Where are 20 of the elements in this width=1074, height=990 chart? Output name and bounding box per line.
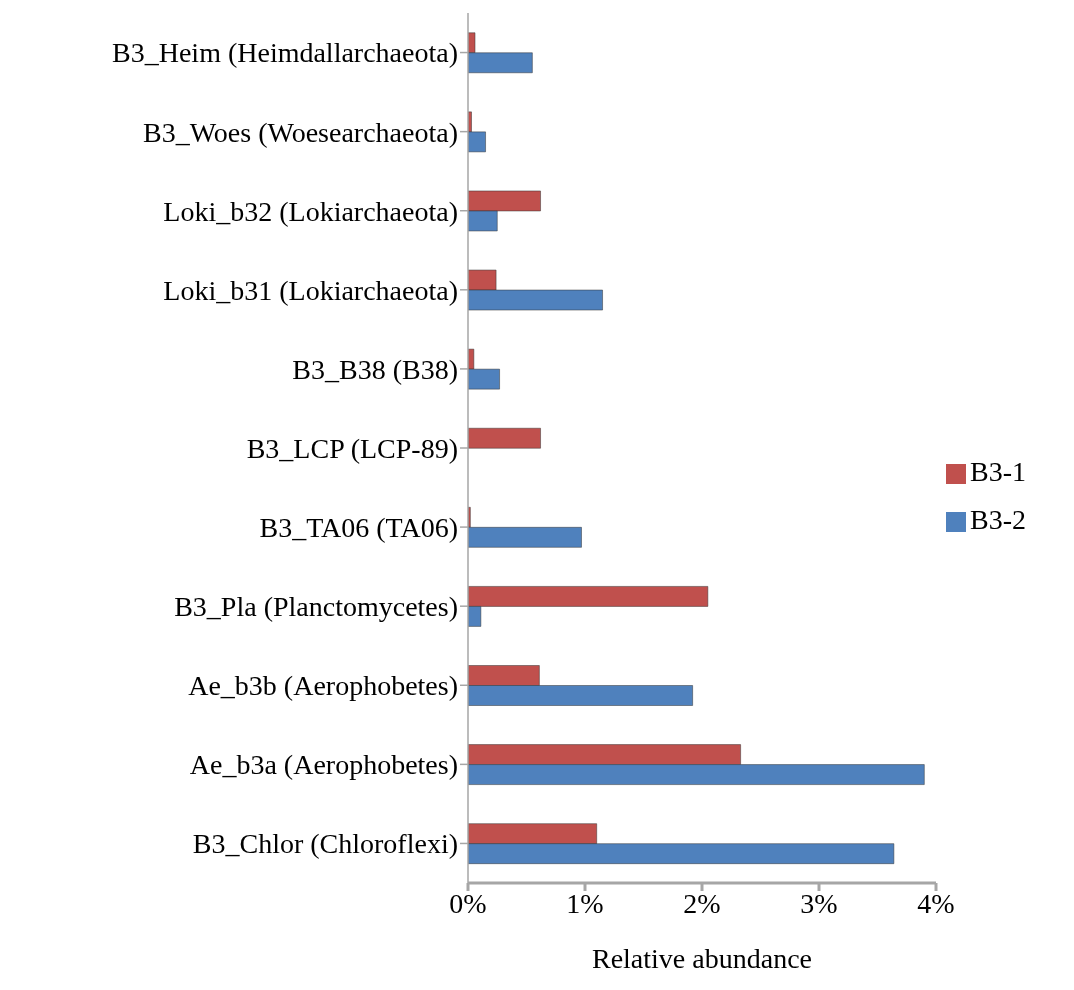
x-tick-label: 0% [449,887,487,919]
x-tick-label: 3% [800,887,838,919]
y-tick-label: B3_Heim (Heimdallarchaeota) [112,37,458,69]
y-tick-label: B3_Woes (Woesearchaeota) [142,116,458,148]
y-tick-label: B3_B38 (B38) [292,353,458,385]
x-tick-label: 1% [566,887,604,919]
bar [468,427,541,449]
y-tick-label: B3_Chlor (Chloroflexi) [192,828,458,860]
y-tick-label: B3_LCP (LCP-89) [246,432,458,464]
x-axis-title: Relative abundance [591,943,813,974]
y-tick-label: Ae_b3a (Aerophobetes) [189,749,458,781]
y-tick-label: Loki_b31 (Lokiarchaeota) [163,274,458,306]
legend-label: B3-2 [970,503,1026,535]
y-tick-label: B3_Pla (Planctomycetes) [174,591,458,623]
legend-label: B3-1 [970,455,1026,487]
y-tick-label: Ae_b3b (Aerophobetes) [188,670,458,702]
x-tick-label: 4% [917,887,955,919]
y-tick-label: Loki_b32 (Lokiarchaeota) [163,195,458,227]
x-tick-label: 2% [683,887,721,919]
y-tick-label: B3_TA06 (TA06) [259,512,458,544]
